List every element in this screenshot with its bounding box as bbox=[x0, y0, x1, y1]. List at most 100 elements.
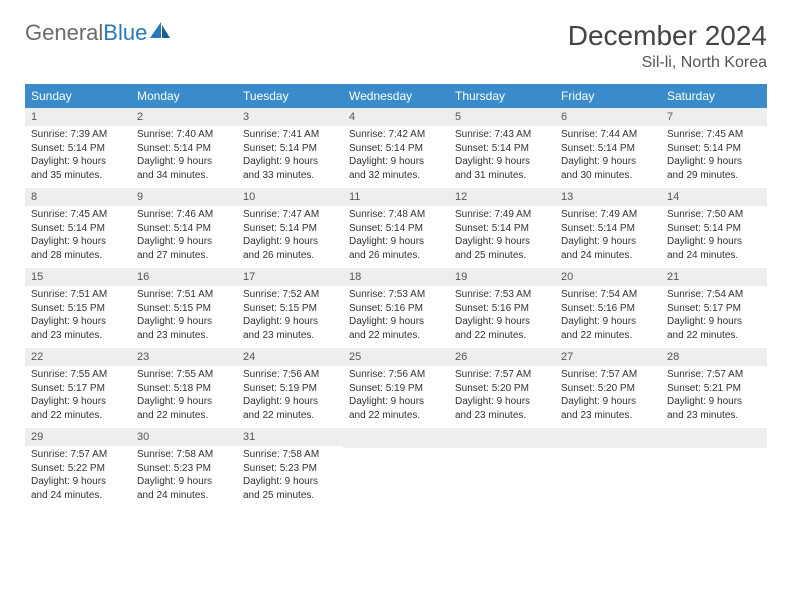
day-number bbox=[449, 428, 555, 448]
day-body: Sunrise: 7:45 AMSunset: 5:14 PMDaylight:… bbox=[661, 126, 767, 188]
sunset-line: Sunset: 5:14 PM bbox=[137, 222, 231, 236]
calendar-day-cell: 1Sunrise: 7:39 AMSunset: 5:14 PMDaylight… bbox=[25, 108, 131, 188]
day-number: 19 bbox=[449, 268, 555, 286]
day-body: Sunrise: 7:40 AMSunset: 5:14 PMDaylight:… bbox=[131, 126, 237, 188]
day-number: 11 bbox=[343, 188, 449, 206]
day-body: Sunrise: 7:58 AMSunset: 5:23 PMDaylight:… bbox=[131, 446, 237, 508]
daylight-line: Daylight: 9 hours and 24 minutes. bbox=[137, 475, 231, 502]
day-body bbox=[343, 448, 449, 506]
day-number: 16 bbox=[131, 268, 237, 286]
sunrise-line: Sunrise: 7:46 AM bbox=[137, 208, 231, 222]
sunrise-line: Sunrise: 7:53 AM bbox=[349, 288, 443, 302]
daylight-line: Daylight: 9 hours and 22 minutes. bbox=[349, 315, 443, 342]
day-number: 31 bbox=[237, 428, 343, 446]
sunrise-line: Sunrise: 7:49 AM bbox=[455, 208, 549, 222]
sunset-line: Sunset: 5:20 PM bbox=[561, 382, 655, 396]
sunset-line: Sunset: 5:19 PM bbox=[349, 382, 443, 396]
day-body: Sunrise: 7:51 AMSunset: 5:15 PMDaylight:… bbox=[25, 286, 131, 348]
sunrise-line: Sunrise: 7:56 AM bbox=[349, 368, 443, 382]
daylight-line: Daylight: 9 hours and 23 minutes. bbox=[561, 395, 655, 422]
sunrise-line: Sunrise: 7:54 AM bbox=[561, 288, 655, 302]
sunrise-line: Sunrise: 7:52 AM bbox=[243, 288, 337, 302]
calendar-empty-cell bbox=[449, 428, 555, 508]
calendar-empty-cell bbox=[661, 428, 767, 508]
sunrise-line: Sunrise: 7:51 AM bbox=[31, 288, 125, 302]
calendar-day-cell: 5Sunrise: 7:43 AMSunset: 5:14 PMDaylight… bbox=[449, 108, 555, 188]
day-number: 2 bbox=[131, 108, 237, 126]
header: GeneralBlue December 2024 Sil-li, North … bbox=[25, 20, 767, 72]
day-body: Sunrise: 7:58 AMSunset: 5:23 PMDaylight:… bbox=[237, 446, 343, 508]
daylight-line: Daylight: 9 hours and 23 minutes. bbox=[31, 315, 125, 342]
weekday-header: Friday bbox=[555, 84, 661, 108]
calendar-day-cell: 16Sunrise: 7:51 AMSunset: 5:15 PMDayligh… bbox=[131, 268, 237, 348]
sunrise-line: Sunrise: 7:41 AM bbox=[243, 128, 337, 142]
daylight-line: Daylight: 9 hours and 25 minutes. bbox=[455, 235, 549, 262]
daylight-line: Daylight: 9 hours and 24 minutes. bbox=[31, 475, 125, 502]
day-body: Sunrise: 7:46 AMSunset: 5:14 PMDaylight:… bbox=[131, 206, 237, 268]
sunset-line: Sunset: 5:15 PM bbox=[31, 302, 125, 316]
day-number: 17 bbox=[237, 268, 343, 286]
day-number: 6 bbox=[555, 108, 661, 126]
day-body: Sunrise: 7:53 AMSunset: 5:16 PMDaylight:… bbox=[343, 286, 449, 348]
sunset-line: Sunset: 5:18 PM bbox=[137, 382, 231, 396]
calendar-week-row: 22Sunrise: 7:55 AMSunset: 5:17 PMDayligh… bbox=[25, 348, 767, 428]
calendar-day-cell: 30Sunrise: 7:58 AMSunset: 5:23 PMDayligh… bbox=[131, 428, 237, 508]
daylight-line: Daylight: 9 hours and 23 minutes. bbox=[455, 395, 549, 422]
sunset-line: Sunset: 5:14 PM bbox=[243, 142, 337, 156]
sunrise-line: Sunrise: 7:45 AM bbox=[31, 208, 125, 222]
daylight-line: Daylight: 9 hours and 29 minutes. bbox=[667, 155, 761, 182]
weekday-header: Sunday bbox=[25, 84, 131, 108]
sunrise-line: Sunrise: 7:56 AM bbox=[243, 368, 337, 382]
calendar-day-cell: 10Sunrise: 7:47 AMSunset: 5:14 PMDayligh… bbox=[237, 188, 343, 268]
calendar-day-cell: 14Sunrise: 7:50 AMSunset: 5:14 PMDayligh… bbox=[661, 188, 767, 268]
day-number: 26 bbox=[449, 348, 555, 366]
sunrise-line: Sunrise: 7:55 AM bbox=[137, 368, 231, 382]
daylight-line: Daylight: 9 hours and 22 minutes. bbox=[667, 315, 761, 342]
day-body: Sunrise: 7:54 AMSunset: 5:16 PMDaylight:… bbox=[555, 286, 661, 348]
sunset-line: Sunset: 5:14 PM bbox=[667, 142, 761, 156]
calendar-day-cell: 31Sunrise: 7:58 AMSunset: 5:23 PMDayligh… bbox=[237, 428, 343, 508]
day-number: 28 bbox=[661, 348, 767, 366]
calendar-day-cell: 25Sunrise: 7:56 AMSunset: 5:19 PMDayligh… bbox=[343, 348, 449, 428]
calendar-week-row: 8Sunrise: 7:45 AMSunset: 5:14 PMDaylight… bbox=[25, 188, 767, 268]
daylight-line: Daylight: 9 hours and 23 minutes. bbox=[667, 395, 761, 422]
weekday-header: Wednesday bbox=[343, 84, 449, 108]
sunrise-line: Sunrise: 7:54 AM bbox=[667, 288, 761, 302]
day-number: 5 bbox=[449, 108, 555, 126]
day-body: Sunrise: 7:56 AMSunset: 5:19 PMDaylight:… bbox=[237, 366, 343, 428]
day-number: 9 bbox=[131, 188, 237, 206]
sunrise-line: Sunrise: 7:50 AM bbox=[667, 208, 761, 222]
day-number: 29 bbox=[25, 428, 131, 446]
calendar-day-cell: 3Sunrise: 7:41 AMSunset: 5:14 PMDaylight… bbox=[237, 108, 343, 188]
sunset-line: Sunset: 5:23 PM bbox=[243, 462, 337, 476]
sunrise-line: Sunrise: 7:44 AM bbox=[561, 128, 655, 142]
day-body: Sunrise: 7:57 AMSunset: 5:22 PMDaylight:… bbox=[25, 446, 131, 508]
sunrise-line: Sunrise: 7:39 AM bbox=[31, 128, 125, 142]
sunset-line: Sunset: 5:14 PM bbox=[667, 222, 761, 236]
sunset-line: Sunset: 5:14 PM bbox=[349, 142, 443, 156]
day-number: 1 bbox=[25, 108, 131, 126]
day-number: 22 bbox=[25, 348, 131, 366]
sunset-line: Sunset: 5:21 PM bbox=[667, 382, 761, 396]
sunset-line: Sunset: 5:16 PM bbox=[349, 302, 443, 316]
day-number bbox=[555, 428, 661, 448]
calendar-day-cell: 28Sunrise: 7:57 AMSunset: 5:21 PMDayligh… bbox=[661, 348, 767, 428]
day-body: Sunrise: 7:52 AMSunset: 5:15 PMDaylight:… bbox=[237, 286, 343, 348]
sunset-line: Sunset: 5:15 PM bbox=[137, 302, 231, 316]
daylight-line: Daylight: 9 hours and 33 minutes. bbox=[243, 155, 337, 182]
daylight-line: Daylight: 9 hours and 34 minutes. bbox=[137, 155, 231, 182]
day-number bbox=[343, 428, 449, 448]
location: Sil-li, North Korea bbox=[568, 54, 767, 72]
title-block: December 2024 Sil-li, North Korea bbox=[568, 20, 767, 72]
daylight-line: Daylight: 9 hours and 22 minutes. bbox=[243, 395, 337, 422]
daylight-line: Daylight: 9 hours and 22 minutes. bbox=[137, 395, 231, 422]
calendar-day-cell: 4Sunrise: 7:42 AMSunset: 5:14 PMDaylight… bbox=[343, 108, 449, 188]
calendar-day-cell: 6Sunrise: 7:44 AMSunset: 5:14 PMDaylight… bbox=[555, 108, 661, 188]
day-body: Sunrise: 7:56 AMSunset: 5:19 PMDaylight:… bbox=[343, 366, 449, 428]
sunrise-line: Sunrise: 7:57 AM bbox=[31, 448, 125, 462]
day-body: Sunrise: 7:57 AMSunset: 5:20 PMDaylight:… bbox=[449, 366, 555, 428]
day-number: 13 bbox=[555, 188, 661, 206]
sunrise-line: Sunrise: 7:57 AM bbox=[455, 368, 549, 382]
day-number: 10 bbox=[237, 188, 343, 206]
sunset-line: Sunset: 5:14 PM bbox=[31, 142, 125, 156]
